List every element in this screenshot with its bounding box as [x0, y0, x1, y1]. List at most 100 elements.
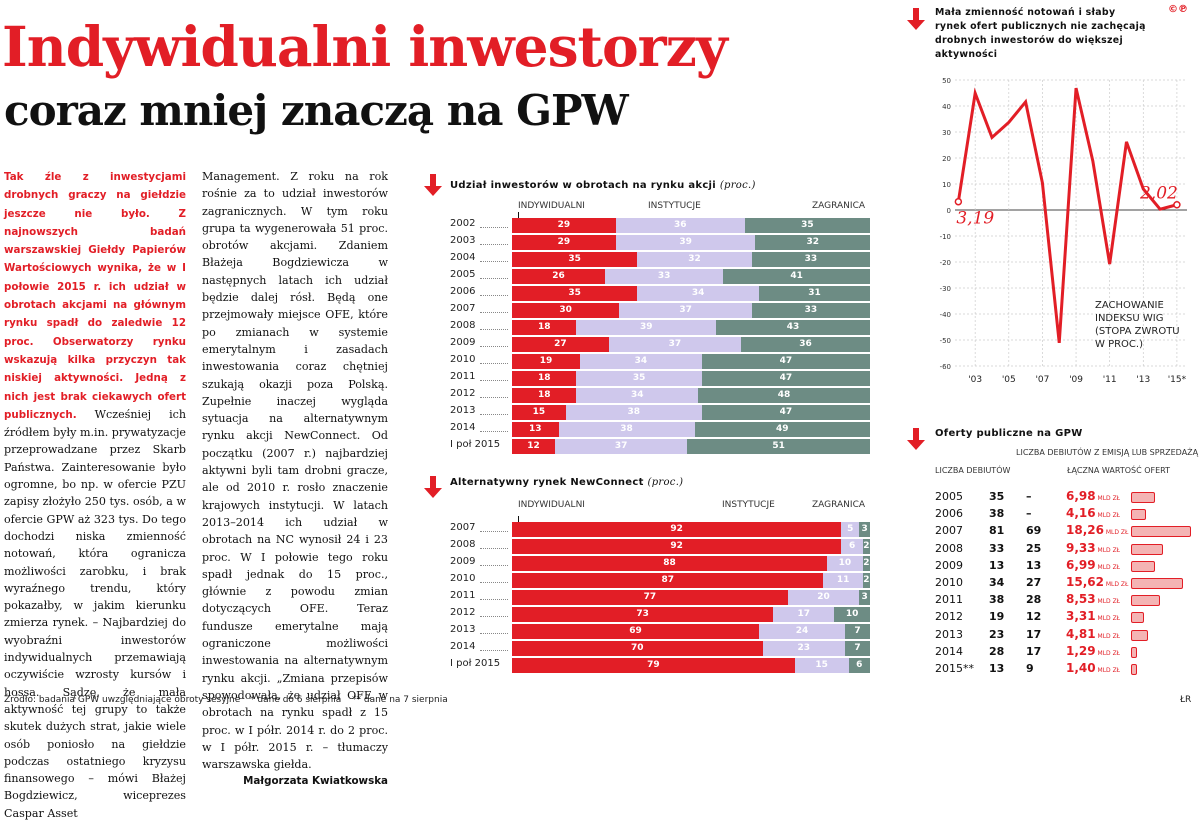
offer-wartosc-number: 4,16 — [1066, 506, 1096, 521]
bar-ind: 69 — [512, 624, 760, 639]
year-text: 2009 — [450, 556, 476, 567]
offer-wartosc: 9,33 MLD ZŁ — [1066, 541, 1120, 555]
year-text: 2014 — [450, 422, 476, 433]
bar-ind: 26 — [512, 269, 606, 284]
x-tick-label: '03 — [968, 375, 982, 385]
bar-ind: 30 — [512, 303, 620, 318]
bar-zag: 2 — [862, 573, 870, 588]
year-label: 2004 — [450, 252, 508, 263]
dotted-leader — [480, 261, 508, 262]
chart2-unit: (proc.) — [647, 477, 684, 488]
year-text: 2008 — [450, 539, 476, 550]
offer-emisja: 9 — [1026, 662, 1034, 675]
dotted-leader — [480, 633, 508, 634]
year-text: 2007 — [450, 303, 476, 314]
offer-emisja: – — [1026, 490, 1032, 503]
offer-emisja: 69 — [1026, 524, 1042, 538]
year-text: 2011 — [450, 371, 476, 382]
bar-ind: 19 — [512, 354, 581, 369]
year-label: 2010 — [450, 354, 508, 365]
copyright-mark: ©℗ — [1168, 4, 1188, 15]
offer-wartosc-number: 3,31 — [1066, 609, 1096, 624]
offer-debiuty: 13 — [989, 662, 1005, 675]
year-label: 2014 — [450, 641, 508, 652]
headline-line2: coraz mniej znaczą na GPW — [4, 86, 629, 135]
last-value-label: 2,02 — [1139, 184, 1178, 204]
dotted-leader — [480, 582, 508, 583]
bar-inst: 32 — [637, 252, 752, 267]
bar-inst: 37 — [554, 439, 688, 454]
offer-unit: MLD ZŁ — [1103, 529, 1129, 537]
year-label: 2012 — [450, 388, 508, 399]
bar-zag: 7 — [844, 624, 870, 639]
bar-ind: 73 — [512, 607, 774, 622]
offer-year: 2014 — [935, 644, 963, 658]
offer-wartosc-number: 1,40 — [1066, 661, 1096, 675]
bar-inst: 34 — [637, 286, 760, 301]
bar-ind: 15 — [512, 405, 566, 420]
x-tick-label: '05 — [1002, 375, 1016, 385]
bar-ind: 88 — [512, 556, 828, 571]
offer-year: 2006 — [935, 507, 963, 521]
chart1-unit: (proc.) — [719, 180, 756, 191]
chart1-title-text: Udział inwestorów w obrotach na rynku ak… — [450, 180, 717, 191]
dotted-leader — [480, 329, 508, 330]
dotted-leader — [480, 548, 508, 549]
dotted-leader — [480, 346, 508, 347]
offer-emisja: 13 — [1026, 558, 1042, 572]
dotted-leader — [480, 599, 508, 600]
year-text: 2013 — [450, 624, 476, 635]
bar-ind: 77 — [512, 590, 788, 605]
annotation-line: ZACHOWANIE — [1095, 300, 1164, 311]
chart1-header-inst: INSTYTUCJE — [648, 201, 701, 211]
offer-bar — [1131, 578, 1183, 589]
y-tick-label: 0 — [947, 207, 951, 215]
year-label: 2010 — [450, 573, 508, 584]
offer-year: 2009 — [935, 558, 963, 572]
offer-unit: MLD ZŁ — [1095, 512, 1121, 520]
offer-debiuty: 13 — [989, 558, 1005, 572]
bar-inst: 17 — [773, 607, 835, 622]
arrow-down-icon — [907, 8, 925, 30]
offer-wartosc-number: 18,26 — [1066, 523, 1104, 538]
chart1-plot: 2002 29 36 35 2003 29 39 32 2004 35 32 33 2005 26 33 41… — [450, 212, 870, 458]
chart3-title: Mała zmienność notowań i słaby rynek ofe… — [935, 7, 1146, 60]
offer-emisja: 25 — [1026, 541, 1042, 555]
y-tick-label: -30 — [940, 285, 951, 293]
article-author: Małgorzata Kwiatkowska — [243, 775, 388, 788]
offer-year: 2012 — [935, 610, 963, 624]
dotted-leader — [480, 227, 508, 228]
annotation-line: W PROC.) — [1095, 339, 1143, 350]
offer-debiuty: 19 — [989, 610, 1005, 624]
bar-inst: 35 — [576, 371, 702, 386]
bar-zag: 3 — [859, 522, 870, 537]
last-point — [1173, 200, 1181, 209]
bar-ind: 18 — [512, 320, 577, 335]
offer-year: 2013 — [935, 627, 963, 641]
dotted-leader — [480, 616, 508, 617]
bar-ind: 92 — [512, 539, 842, 554]
bar-ind: 18 — [512, 388, 577, 403]
bar-inst: 10 — [827, 556, 863, 571]
year-text: I poł 2015 — [450, 658, 501, 669]
offer-debiuty: 35 — [989, 490, 1005, 503]
bar-ind: 92 — [512, 522, 842, 537]
first-point — [954, 197, 963, 206]
year-text: 2014 — [450, 641, 476, 652]
year-label: 2013 — [450, 624, 508, 635]
bar-inst: 23 — [762, 641, 845, 656]
y-tick-label: -60 — [940, 363, 951, 371]
offer-debiuty: 23 — [989, 627, 1005, 641]
headline-line1: Indywidualni inwestorzy — [2, 14, 728, 79]
bar-zag: 41 — [723, 269, 870, 284]
year-text: 2008 — [450, 320, 476, 331]
footer-note1: * dane do 6 sierpnia — [250, 695, 342, 705]
offer-wartosc: 1,29 MLD ZŁ — [1066, 644, 1120, 658]
year-text: 2002 — [450, 218, 476, 229]
bar-inst: 36 — [615, 218, 745, 233]
offer-emisja: – — [1026, 507, 1032, 521]
offer-bar — [1131, 612, 1144, 624]
arrow-down-icon — [424, 174, 442, 196]
offer-wartosc-number: 6,98 — [1066, 489, 1096, 503]
offer-debiuty: 38 — [989, 507, 1005, 521]
